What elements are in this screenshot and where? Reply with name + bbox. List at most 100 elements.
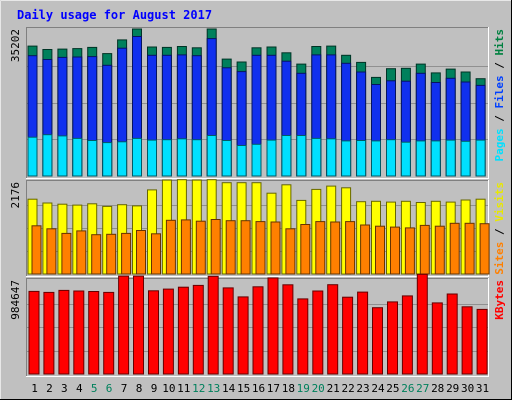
- day-tick-label: 26: [401, 382, 414, 395]
- bar-kbytes-day-18: [282, 284, 294, 375]
- bar-sites-day-17: [270, 221, 281, 275]
- bar-kbytes-day-1: [28, 290, 40, 375]
- bar-kbytes-day-8: [133, 275, 144, 375]
- bar-kbytes-day-5: [88, 291, 100, 375]
- day-tick-label: 10: [162, 382, 175, 395]
- bar-kbytes-day-20: [312, 290, 324, 375]
- day-tick-label: 9: [151, 382, 158, 395]
- bar-sites-day-16: [255, 221, 266, 275]
- bar-pages-day-2: [42, 134, 53, 177]
- day-tick-label: 25: [386, 382, 399, 395]
- bar-pages-day-16: [251, 143, 262, 177]
- bar-pages-day-28: [430, 140, 441, 177]
- bar-kbytes-day-27: [416, 273, 428, 375]
- bar-kbytes-day-31: [476, 308, 488, 375]
- day-tick-label: 31: [476, 382, 489, 395]
- panel-pages-files-hits: 35202 Pages / Files / Hits: [9, 27, 506, 179]
- day-tick-label: 1: [31, 382, 38, 395]
- panel-max-label: 35202: [9, 29, 22, 62]
- bar-kbytes-day-14: [222, 287, 234, 375]
- bar-kbytes-day-4: [73, 290, 85, 375]
- bar-sites-day-11: [180, 219, 191, 275]
- bar-pages-day-1: [27, 136, 38, 177]
- bar-kbytes-day-21: [327, 284, 339, 375]
- legend-entry: KBytes: [493, 280, 506, 320]
- legend-entry: Pages: [493, 128, 506, 161]
- bar-sites-day-24: [375, 225, 385, 275]
- bar-pages-day-20: [311, 137, 322, 177]
- bar-sites-day-1: [31, 225, 42, 275]
- legend-entry: /: [493, 56, 506, 76]
- legend-entry: /: [493, 222, 506, 242]
- bar-sites-day-4: [76, 230, 87, 275]
- series-files: [27, 36, 486, 177]
- bar-pages-day-10: [161, 139, 172, 177]
- bar-kbytes-day-7: [118, 275, 130, 375]
- bar-pages-day-9: [147, 139, 157, 177]
- day-tick-label: 7: [121, 382, 128, 395]
- bar-pages-day-23: [356, 140, 367, 177]
- series-sites: [31, 219, 490, 275]
- bar-kbytes-day-12: [192, 284, 204, 375]
- bar-kbytes-day-22: [342, 296, 354, 375]
- bar-pages-day-26: [400, 141, 411, 177]
- bar-kbytes-day-24: [372, 307, 383, 375]
- day-tick-label: 29: [446, 382, 459, 395]
- bar-kbytes-day-23: [357, 291, 369, 375]
- day-tick-label: 30: [461, 382, 474, 395]
- bar-pages-day-4: [72, 137, 83, 177]
- bar-pages-day-30: [460, 140, 471, 177]
- bar-sites-day-18: [285, 228, 296, 275]
- day-tick-label: 21: [327, 382, 340, 395]
- legend-entry: Hits: [493, 29, 506, 56]
- bar-sites-day-29: [449, 222, 460, 275]
- bar-kbytes-day-29: [446, 293, 458, 375]
- bar-kbytes-day-19: [297, 298, 309, 375]
- bar-kbytes-day-25: [387, 301, 398, 375]
- bar-sites-day-9: [151, 233, 161, 275]
- bar-sites-day-15: [240, 220, 251, 275]
- bar-kbytes-day-15: [237, 296, 249, 375]
- bar-pages-day-7: [117, 141, 128, 177]
- legend-entry: Files: [493, 75, 506, 108]
- day-axis: 1 2 3 4 5 6 7 8 9 10 11 12 13 14 15 16 17 18 19 20 21 22 23 24 2…: [31, 382, 489, 395]
- day-tick-label: 2: [46, 382, 53, 395]
- bar-sites-day-8: [136, 230, 146, 275]
- panel-sites-visits: 2176 Sites / Visits: [9, 179, 506, 277]
- day-tick-label: 4: [76, 382, 83, 395]
- day-tick-label: 15: [237, 382, 250, 395]
- day-tick-label: 28: [431, 382, 444, 395]
- bar-kbytes-day-28: [431, 302, 443, 375]
- series-pages: [27, 134, 486, 177]
- bar-sites-day-23: [360, 224, 371, 275]
- day-tick-label: 22: [341, 382, 354, 395]
- bar-kbytes-day-13: [207, 275, 219, 375]
- bar-kbytes-day-9: [148, 290, 159, 375]
- bar-sites-day-14: [225, 220, 236, 275]
- bar-pages-day-17: [266, 139, 277, 177]
- bar-sites-day-20: [315, 221, 326, 275]
- bar-pages-day-21: [326, 138, 337, 177]
- day-tick-label: 16: [252, 382, 265, 395]
- day-tick-label: 3: [61, 382, 68, 395]
- bar-kbytes-day-16: [252, 286, 264, 375]
- bar-pages-day-12: [191, 139, 202, 177]
- bar-pages-day-27: [415, 140, 426, 177]
- day-tick-label: 20: [312, 382, 325, 395]
- bar-pages-day-13: [206, 135, 217, 177]
- bar-sites-day-6: [106, 233, 117, 275]
- day-tick-label: 12: [192, 382, 205, 395]
- day-tick-label: 8: [136, 382, 143, 395]
- bar-sites-day-27: [419, 224, 430, 275]
- bar-pages-day-14: [221, 140, 232, 177]
- bar-kbytes-day-17: [267, 277, 279, 375]
- day-tick-label: 13: [207, 382, 220, 395]
- bar-kbytes-day-2: [43, 291, 55, 375]
- day-tick-label: 6: [106, 382, 113, 395]
- bar-kbytes-day-6: [103, 291, 115, 375]
- bar-pages-day-22: [341, 140, 352, 177]
- bar-sites-day-31: [479, 223, 490, 275]
- bar-sites-day-2: [46, 228, 57, 275]
- day-tick-label: 18: [282, 382, 295, 395]
